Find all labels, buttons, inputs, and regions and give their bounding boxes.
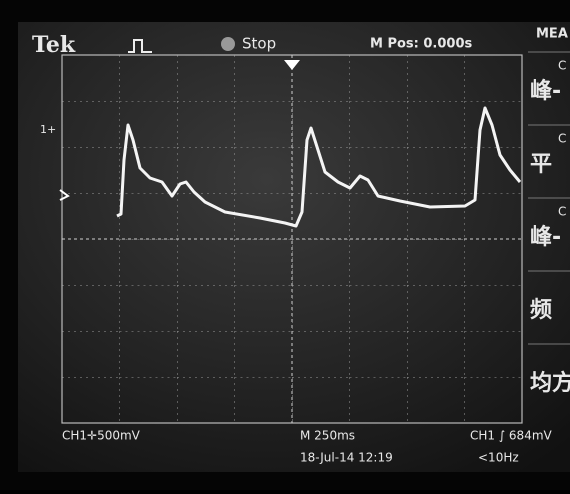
trigger-frequency: <10Hz — [478, 451, 519, 465]
menu-label: 峰- — [530, 79, 561, 104]
menu-source: C — [558, 59, 566, 73]
page: Tek Stop M Pos: 0.000s MEA 1+ C峰-C平C峰-频均… — [0, 0, 570, 490]
menu-label: 平 — [530, 152, 552, 177]
channel-marker: 1+ — [40, 123, 56, 136]
menu-label: 峰- — [530, 225, 561, 250]
menu-label: 均方 — [530, 370, 570, 396]
brand: Tek — [32, 32, 76, 58]
scope-photo: Tek Stop M Pos: 0.000s MEA 1+ C峰-C平C峰-频均… — [0, 0, 570, 490]
date: 18-Jul-14 12:19 — [300, 451, 393, 465]
menu-source: C — [558, 132, 566, 146]
channel-scale: CH1✛500mV — [62, 429, 141, 443]
run-state: Stop — [242, 35, 276, 53]
horizontal-position: M Pos: 0.000s — [370, 37, 473, 52]
timebase: M 250ms — [300, 429, 355, 443]
trigger-level: CH1 ∫ 684mV — [470, 429, 553, 443]
stop-indicator — [221, 37, 235, 51]
menu-label: 频 — [530, 298, 552, 323]
menu-source: C — [558, 205, 566, 219]
menu-title: MEA — [536, 27, 568, 42]
